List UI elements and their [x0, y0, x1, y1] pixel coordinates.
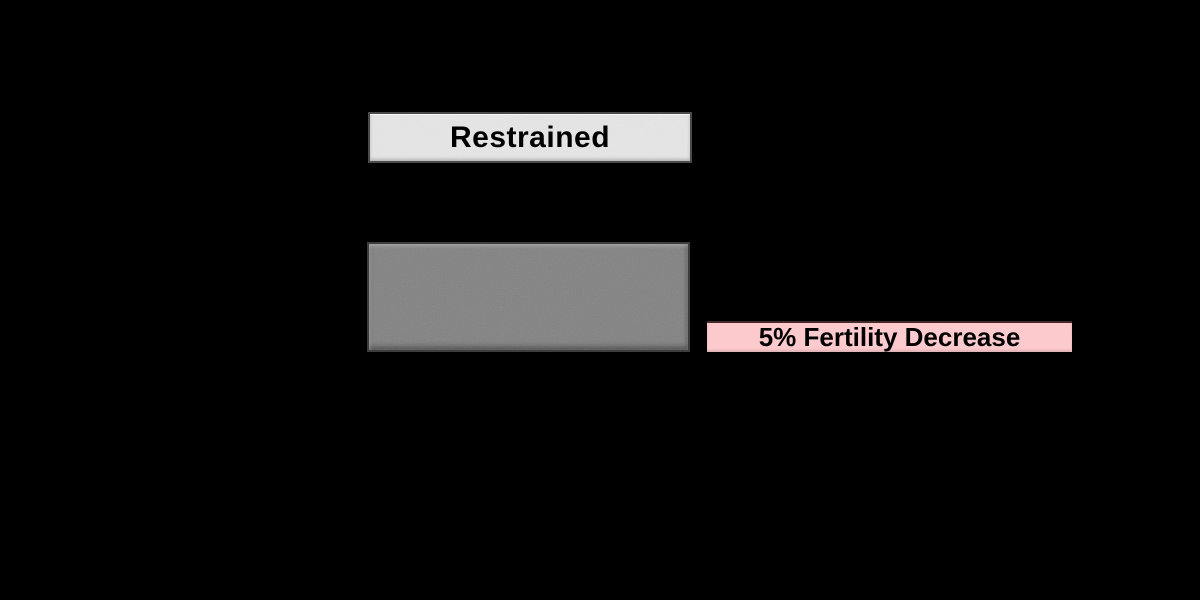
gray-placeholder-panel: [367, 242, 690, 352]
restrained-button[interactable]: Restrained: [368, 112, 692, 163]
fertility-decrease-label: 5% Fertility Decrease: [758, 322, 1021, 352]
fertility-decrease-label-bar: 5% Fertility Decrease: [707, 321, 1072, 352]
speckle-texture: [369, 244, 688, 350]
restrained-label: Restrained: [449, 120, 611, 154]
